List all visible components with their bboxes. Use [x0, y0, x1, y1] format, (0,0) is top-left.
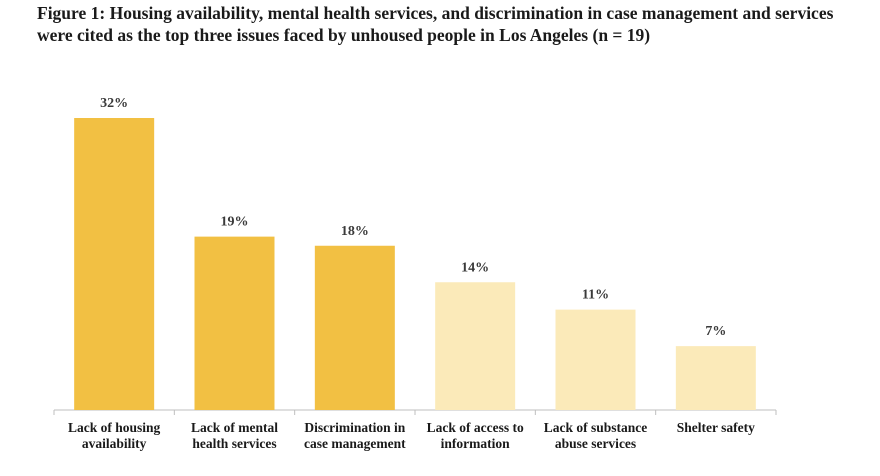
category-label-line: case management: [304, 436, 406, 451]
category-label-line: health services: [192, 436, 276, 451]
category-label: Lack of housing availability: [68, 420, 161, 451]
category-label-line: information: [441, 436, 510, 451]
bar-value-label: 19%: [221, 215, 249, 230]
chart-title: Figure 1: Housing availability, mental h…: [37, 3, 834, 45]
category-label-line: abuse services: [555, 436, 636, 451]
category-labels-group: Lack of housing availability Lack of menta…: [68, 420, 755, 451]
category-label-line: availability: [82, 436, 147, 451]
category-label-line: Lack of substance: [544, 420, 648, 435]
bar-value-label: 7%: [705, 324, 726, 339]
bars-group: [74, 118, 756, 410]
category-label-line: Lack of mental: [191, 420, 278, 435]
value-labels-group: 32% 19% 18% 14% 11% 7%: [100, 96, 726, 339]
bar-value-label: 14%: [461, 260, 489, 275]
bar: [555, 309, 636, 410]
bar-value-label: 18%: [341, 224, 369, 239]
category-label: Lack of substance abuse services: [544, 420, 648, 451]
x-axis-ticks: [53, 410, 777, 415]
category-label: Discrimination in case management: [304, 420, 406, 451]
bar: [675, 346, 756, 410]
bar: [314, 245, 395, 410]
category-label-line: Discrimination in: [304, 420, 405, 435]
category-label-line: Shelter safety: [677, 420, 755, 435]
bar: [74, 118, 155, 410]
bar: [194, 236, 275, 410]
category-label: Shelter safety: [677, 420, 755, 435]
category-label: Lack of mental health services: [191, 420, 278, 451]
bar: [435, 282, 516, 410]
category-label-line: Lack of access to: [427, 420, 524, 435]
bar-value-label: 32%: [100, 96, 128, 111]
category-label-line: Lack of housing: [68, 420, 161, 435]
category-label: Lack of access to information: [427, 420, 524, 451]
bar-value-label: 11%: [582, 288, 609, 303]
